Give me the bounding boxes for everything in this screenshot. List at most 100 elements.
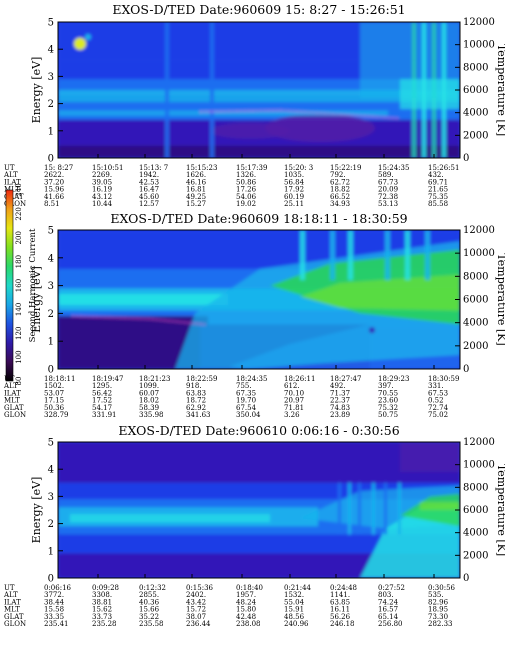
table-cell: 41.66 bbox=[44, 193, 65, 201]
table-cell: 50.75 bbox=[378, 411, 398, 419]
table-cell: 20.97 bbox=[284, 397, 304, 405]
table-cell: 18:19:47 bbox=[92, 375, 123, 383]
table-row-label: GLAT bbox=[4, 193, 24, 201]
colorbar-tick-label: 160 bbox=[15, 279, 23, 292]
colorbar-tick-label: 100 bbox=[15, 350, 23, 363]
table-cell: 70.10 bbox=[284, 389, 304, 397]
table-cell: 236.44 bbox=[186, 620, 211, 628]
table-cell: 2402. bbox=[186, 591, 206, 599]
table-cell: 49.25 bbox=[186, 193, 206, 201]
panel-title: EXOS-D/TED Date:960609 15: 8:27 - 15:26:… bbox=[112, 2, 405, 17]
table-cell: 56.26 bbox=[330, 613, 351, 621]
table-cell: 82.96 bbox=[428, 598, 449, 606]
table-cell: 18:30:59 bbox=[428, 375, 459, 383]
table-cell: 8.51 bbox=[44, 200, 60, 208]
table-cell: 72.38 bbox=[378, 193, 398, 201]
table-cell: 70.55 bbox=[378, 389, 398, 397]
y2-tick-label: 8000 bbox=[463, 482, 488, 493]
table-cell: 38.44 bbox=[44, 598, 65, 606]
table-cell: 15:26:51 bbox=[428, 164, 459, 172]
table-cell: 0:18:40 bbox=[236, 584, 263, 592]
table-cell: 42.53 bbox=[139, 178, 159, 186]
table-cell: 2622. bbox=[44, 171, 64, 179]
table-row-label: MLT bbox=[4, 397, 20, 405]
table-cell: 34.93 bbox=[330, 200, 350, 208]
table-cell: 240.96 bbox=[284, 620, 309, 628]
y2-tick-label: 2000 bbox=[463, 130, 488, 141]
table-row-label: UT bbox=[4, 584, 15, 592]
table-cell: 589. bbox=[378, 171, 394, 179]
table-cell: 73.30 bbox=[428, 613, 448, 621]
table-cell: 331. bbox=[428, 382, 444, 390]
colorbar-tick-label: 180 bbox=[15, 255, 23, 268]
table-cell: 256.80 bbox=[378, 620, 403, 628]
colorbar-tick-label: 240 bbox=[15, 183, 23, 196]
spectrogram bbox=[58, 442, 460, 578]
y-axis-label: Energy [eV] bbox=[30, 57, 43, 124]
table-cell: 74.24 bbox=[378, 598, 399, 606]
table-cell: 25.11 bbox=[284, 200, 304, 208]
y2-tick-label: 10000 bbox=[463, 248, 495, 259]
table-cell: 3772. bbox=[44, 591, 64, 599]
table-row-label: UT bbox=[4, 164, 15, 172]
y2-axis-label: Temperature [K] bbox=[495, 464, 505, 556]
table-cell: 39.05 bbox=[92, 178, 112, 186]
table-row-label: GLON bbox=[4, 411, 26, 419]
table-cell: 1532. bbox=[284, 591, 304, 599]
colorbar-gradient bbox=[5, 189, 14, 382]
table-cell: 15:10:51 bbox=[92, 164, 123, 172]
y2-tick-label: 6000 bbox=[463, 85, 488, 96]
panel-1: EXOS-D/TED Date:960609 15: 8:27 - 15:26:… bbox=[3, 2, 505, 208]
table-cell: 19.70 bbox=[236, 397, 256, 405]
spectrogram bbox=[58, 22, 460, 158]
table-cell: 42.48 bbox=[236, 613, 256, 621]
table-cell: 40.36 bbox=[139, 598, 160, 606]
table-cell: 335.98 bbox=[139, 411, 164, 419]
y-tick-label: 1 bbox=[48, 546, 54, 557]
table-cell: 74.83 bbox=[330, 404, 350, 412]
table-cell: 67.73 bbox=[378, 178, 398, 186]
y-tick-label: 4 bbox=[48, 465, 54, 476]
table-cell: 235.41 bbox=[44, 620, 69, 628]
table-cell: 53.13 bbox=[378, 200, 398, 208]
table-cell: 58.39 bbox=[139, 404, 159, 412]
colorbar-tick-label: 220 bbox=[15, 207, 23, 220]
table-cell: 397. bbox=[378, 382, 394, 390]
spectrogram-features bbox=[58, 230, 460, 369]
panel-3: EXOS-D/TED Date:960610 0:06:16 - 0:30:56… bbox=[3, 423, 505, 628]
table-row-label: ALT bbox=[3, 591, 18, 599]
table-cell: 21.65 bbox=[428, 186, 448, 194]
table-cell: 0:15:36 bbox=[186, 584, 214, 592]
spectrogram bbox=[58, 230, 460, 369]
table-cell: 15:17:39 bbox=[236, 164, 267, 172]
table-cell: 328.79 bbox=[44, 411, 69, 419]
table-cell: 18.95 bbox=[428, 606, 448, 614]
table-cell: 1942. bbox=[139, 171, 159, 179]
y-tick-label: 4 bbox=[48, 45, 54, 56]
y2-tick-label: 0 bbox=[463, 573, 469, 584]
table-cell: 16.81 bbox=[186, 186, 206, 194]
colorbar-tick-label: 120 bbox=[15, 327, 23, 340]
table-cell: 72.74 bbox=[428, 404, 449, 412]
table-cell: 535. bbox=[428, 591, 444, 599]
table-cell: 1035. bbox=[284, 171, 304, 179]
table-cell: 1957. bbox=[236, 591, 256, 599]
table-cell: 432. bbox=[428, 171, 444, 179]
y2-tick-label: 2000 bbox=[463, 550, 488, 561]
y2-tick-label: 4000 bbox=[463, 318, 488, 329]
table-cell: 803. bbox=[378, 591, 394, 599]
y-axis-label: Energy [eV] bbox=[30, 477, 43, 544]
table-cell: 18:24:35 bbox=[236, 375, 267, 383]
table-cell: 15:22:19 bbox=[330, 164, 361, 172]
table-cell: 23.60 bbox=[378, 397, 398, 405]
y2-axis-label: Temperature [K] bbox=[495, 44, 505, 136]
table-cell: 54.06 bbox=[236, 193, 257, 201]
table-cell: 282.33 bbox=[428, 620, 453, 628]
table-cell: 38.81 bbox=[92, 598, 112, 606]
table-cell: 15:20: 3 bbox=[284, 164, 313, 172]
spectrogram-features bbox=[58, 22, 460, 158]
table-cell: 67.54 bbox=[236, 404, 257, 412]
table-row-label: MLT bbox=[4, 186, 20, 194]
table-cell: 56.42 bbox=[92, 389, 112, 397]
table-cell: 492. bbox=[330, 382, 346, 390]
